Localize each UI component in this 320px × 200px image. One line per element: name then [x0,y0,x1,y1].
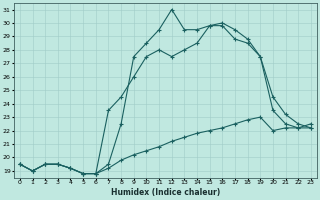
X-axis label: Humidex (Indice chaleur): Humidex (Indice chaleur) [111,188,220,197]
